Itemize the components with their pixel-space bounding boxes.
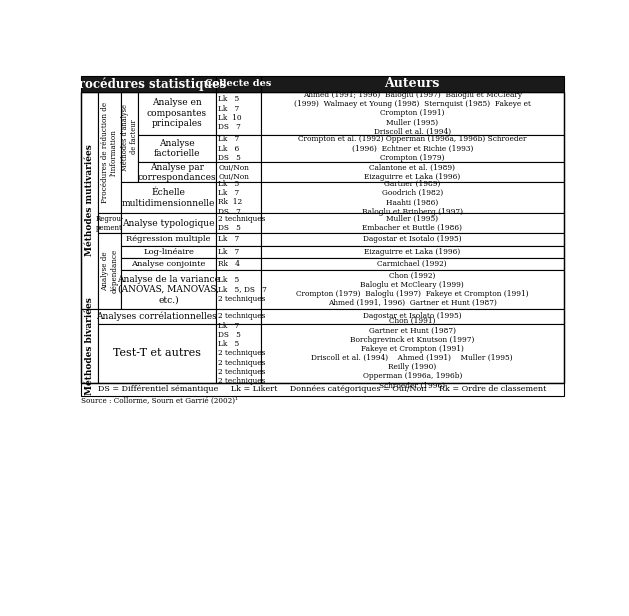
Bar: [216, 270, 261, 309]
Text: Procédures de réduction de
l'information: Procédures de réduction de l'information: [101, 102, 118, 203]
Text: Oui/Non
Oui/Non: Oui/Non Oui/Non: [218, 164, 249, 181]
Bar: [81, 92, 98, 309]
Bar: [216, 163, 261, 182]
Bar: [121, 233, 216, 246]
Bar: [216, 258, 261, 270]
Text: Ahmed (1991; 1996)  Baloglu (1997)  Baloglu et McCleary
(1999)  Walmaey et Young: Ahmed (1991; 1996) Baloglu (1997) Balogl…: [294, 91, 531, 136]
Text: 2 techniques: 2 techniques: [218, 312, 265, 320]
Bar: [81, 92, 564, 383]
Text: 2 techniques
DS   5: 2 techniques DS 5: [218, 215, 265, 232]
Text: Lk   5
Lk   5, DS   7
2 techniques: Lk 5 Lk 5, DS 7 2 techniques: [218, 277, 267, 302]
Bar: [98, 309, 216, 324]
Bar: [121, 258, 216, 270]
Text: Analyse de la variance
(ANOVAS, MANOVAS,
etc.): Analyse de la variance (ANOVAS, MANOVAS,…: [117, 275, 220, 304]
Bar: [261, 76, 564, 92]
Text: Analyses corrélationnelles: Analyses corrélationnelles: [96, 312, 217, 321]
Text: Gartner (1989)
Goodrich (1982)
Haahti (1986)
Baloglu et Brinberg (1997): Gartner (1989) Goodrich (1982) Haahti (1…: [362, 180, 463, 216]
Text: Analyse en
composantes
principales: Analyse en composantes principales: [147, 99, 207, 128]
Text: Regrou-
pement: Regrou- pement: [96, 215, 124, 232]
Bar: [81, 383, 564, 395]
Bar: [216, 92, 261, 135]
Bar: [121, 246, 216, 258]
Text: DS = Différentiel sémantique     Lk = Likert     Données catégoriques = Oui/Non : DS = Différentiel sémantique Lk = Likert…: [98, 385, 547, 393]
Bar: [261, 324, 564, 383]
Bar: [121, 92, 138, 182]
Text: Chon (1992)
Baloglu et McCleary (1999)
Crompton (1979)  Baloglu (1997)  Fakeye e: Chon (1992) Baloglu et McCleary (1999) C…: [296, 272, 528, 307]
Bar: [216, 324, 261, 383]
Bar: [261, 309, 564, 324]
Bar: [261, 182, 564, 213]
Bar: [138, 163, 216, 182]
Bar: [216, 182, 261, 213]
Bar: [216, 233, 261, 246]
Text: Analyse typologique: Analyse typologique: [122, 219, 214, 228]
Bar: [261, 233, 564, 246]
Text: Analyse de
dépendance: Analyse de dépendance: [101, 249, 118, 293]
Text: Analyse conjointe: Analyse conjointe: [131, 260, 206, 268]
Bar: [261, 135, 564, 163]
Bar: [216, 309, 261, 324]
Bar: [121, 182, 216, 213]
Text: Carmichael (1992): Carmichael (1992): [377, 260, 447, 268]
Text: Méthodes bivariées: Méthodes bivariées: [85, 297, 94, 395]
Text: Lk   5
Lk   7
Lk  10
DS   7: Lk 5 Lk 7 Lk 10 DS 7: [218, 95, 242, 131]
Text: Méthodes mutivariées: Méthodes mutivariées: [85, 144, 94, 256]
Text: Lk   7
DS   5
Lk   5
2 techniques
2 techniques
2 techniques
2 techniques: Lk 7 DS 5 Lk 5 2 techniques 2 techniques…: [218, 322, 265, 385]
Text: Méthodes d'analyse
de facteur: Méthodes d'analyse de facteur: [121, 103, 138, 171]
Bar: [261, 213, 564, 233]
Text: Échelle
multidimensionnelle: Échelle multidimensionnelle: [122, 188, 215, 208]
Bar: [216, 135, 261, 163]
Bar: [138, 135, 216, 163]
Text: Test-T et autres: Test-T et autres: [113, 349, 201, 359]
Bar: [216, 76, 261, 92]
Text: Crompton et al. (1992) Opperman (1996a, 1996b) Schroeder
(1996)  Echtner et Rich: Crompton et al. (1992) Opperman (1996a, …: [298, 136, 526, 162]
Text: Rk   4: Rk 4: [218, 260, 240, 268]
Text: Dagostar et Isolato (1995): Dagostar et Isolato (1995): [363, 312, 462, 320]
Bar: [138, 92, 216, 135]
Bar: [261, 163, 564, 182]
Text: Collecte des: Collecte des: [205, 79, 272, 89]
Bar: [98, 233, 121, 309]
Bar: [261, 246, 564, 258]
Text: Analyse par
correspondances: Analyse par correspondances: [138, 163, 216, 182]
Text: Eizaguirre et Laka (1996): Eizaguirre et Laka (1996): [364, 248, 460, 256]
Bar: [121, 270, 216, 309]
Bar: [261, 92, 564, 135]
Text: Auteurs: Auteurs: [384, 78, 440, 91]
Bar: [81, 76, 216, 92]
Text: Lk   5
Lk   7
Rk  12
DS   7: Lk 5 Lk 7 Rk 12 DS 7: [218, 180, 242, 216]
Bar: [216, 213, 261, 233]
Text: Calantone et al. (1989)
Eizaguirre et Laka (1996): Calantone et al. (1989) Eizaguirre et La…: [364, 164, 460, 181]
Text: Chon (1991)
Gartner et Hunt (1987)
Borchgrevinck et Knutson (1997)
Fakeye et Cro: Chon (1991) Gartner et Hunt (1987) Borch…: [311, 317, 513, 390]
Text: Lk   7: Lk 7: [218, 235, 240, 243]
Text: Procédures statistiques: Procédures statistiques: [70, 77, 226, 91]
Bar: [98, 92, 121, 213]
Bar: [216, 246, 261, 258]
Text: Log-linéaire: Log-linéaire: [143, 248, 194, 256]
Text: Source : Collorme, Sourn et Garrié (2002)¹: Source : Collorme, Sourn et Garrié (2002…: [81, 397, 238, 405]
Text: Dagostar et Isotalo (1995): Dagostar et Isotalo (1995): [363, 235, 462, 243]
Text: Régression multiple: Régression multiple: [126, 235, 211, 243]
Bar: [81, 309, 98, 383]
Text: Muller (1995)
Embacher et Buttle (1986): Muller (1995) Embacher et Buttle (1986): [362, 215, 462, 232]
Bar: [261, 258, 564, 270]
Text: Lk   7
Lk   6
DS   5: Lk 7 Lk 6 DS 5: [218, 136, 241, 162]
Text: Analyse
factorielle: Analyse factorielle: [154, 139, 200, 158]
Bar: [261, 270, 564, 309]
Text: Lk   7: Lk 7: [218, 248, 240, 256]
Bar: [98, 324, 216, 383]
Bar: [121, 213, 216, 233]
Bar: [98, 213, 121, 233]
